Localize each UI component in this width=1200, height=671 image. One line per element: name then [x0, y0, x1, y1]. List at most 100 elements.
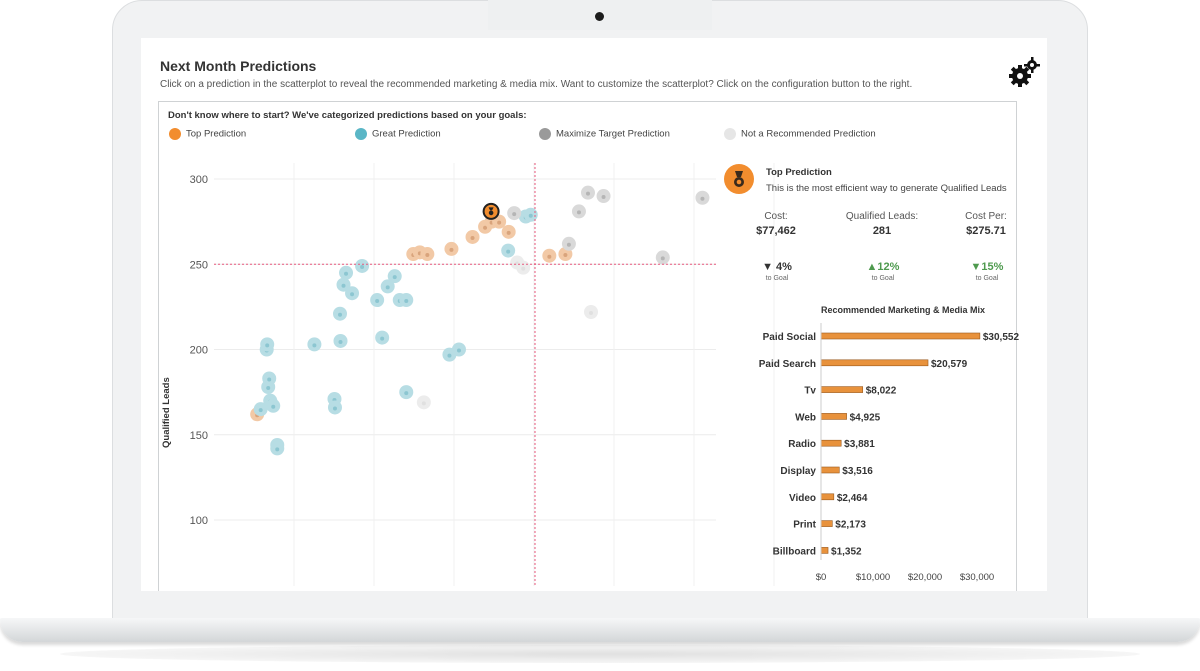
medal-icon	[488, 210, 494, 216]
dashboard-screen: Next Month Predictions Click on a predic…	[141, 38, 1047, 591]
scatter-point[interactable]	[596, 189, 611, 204]
medal-icon	[380, 336, 385, 341]
predictions-scatterplot[interactable]: 100 150 200 250 300	[141, 38, 1047, 591]
scatter-point[interactable]	[542, 248, 557, 263]
selected-point[interactable]	[482, 202, 500, 220]
medal-icon	[585, 191, 590, 196]
scatter-point[interactable]	[465, 229, 480, 244]
bar-value-label: $3,881	[844, 439, 875, 450]
medal-icon	[169, 128, 181, 140]
change-qualified-leads: ▲12% to Goal	[866, 261, 900, 282]
scatter-point[interactable]	[399, 385, 414, 400]
bar-print	[820, 520, 833, 527]
scatter-point[interactable]	[444, 241, 459, 256]
y-tick-label: 300	[190, 174, 208, 186]
bar-web	[820, 413, 847, 420]
bar-value-label: $1,352	[831, 546, 862, 557]
scatter-point[interactable]	[584, 304, 599, 319]
medal-icon	[506, 249, 511, 254]
bar-category-label: Paid Social	[763, 332, 817, 343]
scatter-point[interactable]	[399, 293, 414, 308]
medal-icon	[267, 377, 272, 382]
bar-billboard	[820, 547, 829, 554]
scatter-point[interactable]	[327, 400, 342, 415]
scatter-point[interactable]	[571, 204, 586, 219]
scatter-point[interactable]	[580, 185, 595, 200]
medal-icon	[385, 285, 390, 290]
scatter-point[interactable]	[523, 207, 538, 222]
medal-icon	[404, 299, 409, 304]
scatter-point[interactable]	[561, 236, 576, 251]
medal-icon	[338, 312, 343, 317]
scatter-point[interactable]	[507, 206, 522, 221]
bar-value-label: $2,464	[837, 493, 868, 504]
medal-icon	[497, 220, 502, 225]
legend-not-recommended[interactable]: Not a Recommended Prediction	[724, 128, 876, 140]
change-cost: ▼ 4% to Goal	[762, 261, 792, 282]
medal-icon	[375, 299, 380, 304]
scatter-point[interactable]	[339, 265, 354, 280]
bar-paid-social	[820, 332, 981, 340]
bar-radio	[820, 439, 842, 447]
scatter-point[interactable]	[307, 337, 322, 352]
scatter-point[interactable]	[333, 333, 348, 348]
medal-icon	[539, 128, 551, 140]
y-tick-label: 200	[190, 345, 208, 357]
bar-x-tick-label: $10,000	[856, 572, 890, 583]
scatter-point[interactable]	[416, 395, 431, 410]
legend-great-prediction[interactable]: Great Prediction	[355, 128, 441, 140]
medal-icon	[344, 271, 349, 276]
bar-category-label: Print	[793, 520, 816, 531]
up-arrow-icon: ▲	[866, 261, 878, 273]
medal-icon	[566, 242, 571, 247]
medal-icon	[421, 401, 426, 406]
scatter-point[interactable]	[262, 371, 277, 386]
medal-icon	[355, 128, 367, 140]
circle-icon	[724, 128, 736, 140]
scatter-point[interactable]	[260, 337, 275, 352]
bar-display	[820, 466, 840, 474]
medal-icon	[258, 408, 263, 413]
scatter-point[interactable]	[333, 306, 348, 321]
bar-x-tick-label: $20,000	[908, 572, 942, 583]
medal-icon	[547, 254, 552, 259]
bar-category-label: Web	[795, 412, 816, 423]
scatter-point[interactable]	[387, 269, 402, 284]
metric-cost: Cost: $77,462	[756, 211, 796, 237]
scatter-point[interactable]	[336, 277, 351, 292]
bar-paid-search	[820, 359, 929, 367]
scatter-point[interactable]	[253, 402, 268, 417]
medal-icon	[521, 266, 526, 271]
medal-icon	[312, 343, 317, 348]
scatter-point[interactable]	[370, 293, 385, 308]
scatter-point[interactable]	[355, 258, 370, 273]
media-mix-bar-chart: Paid Social $30,552 Paid Search $20,579 Tv $8…	[759, 323, 1019, 583]
legend-top-prediction[interactable]: Top Prediction	[169, 128, 246, 140]
medal-icon	[332, 406, 337, 411]
scatter-point[interactable]	[270, 441, 285, 456]
medal-icon	[341, 283, 346, 288]
scatter-point[interactable]	[655, 250, 670, 265]
medal-icon	[576, 210, 581, 215]
bar-value-label: $20,579	[931, 359, 968, 370]
medal-icon	[563, 253, 568, 258]
scatter-point[interactable]	[451, 342, 466, 357]
scatter-point[interactable]	[501, 243, 516, 258]
medal-icon	[392, 275, 397, 280]
medal-icon	[271, 404, 276, 409]
medal-icon	[724, 164, 754, 194]
scatter-point[interactable]	[695, 190, 710, 205]
down-arrow-icon: ▼	[762, 261, 773, 273]
bar-tv	[820, 386, 864, 393]
scatter-point[interactable]	[420, 247, 435, 262]
medal-icon	[470, 235, 475, 240]
detail-title: Top Prediction	[766, 167, 832, 178]
configuration-button[interactable]	[1007, 56, 1041, 90]
scatter-point[interactable]	[345, 286, 360, 301]
scatter-point[interactable]	[380, 279, 395, 294]
scatter-point[interactable]	[375, 330, 390, 345]
scatter-point[interactable]	[266, 398, 281, 413]
scatter-point[interactable]	[501, 224, 516, 239]
legend-maximize-target[interactable]: Maximize Target Prediction	[539, 128, 670, 140]
medal-icon	[512, 212, 517, 217]
